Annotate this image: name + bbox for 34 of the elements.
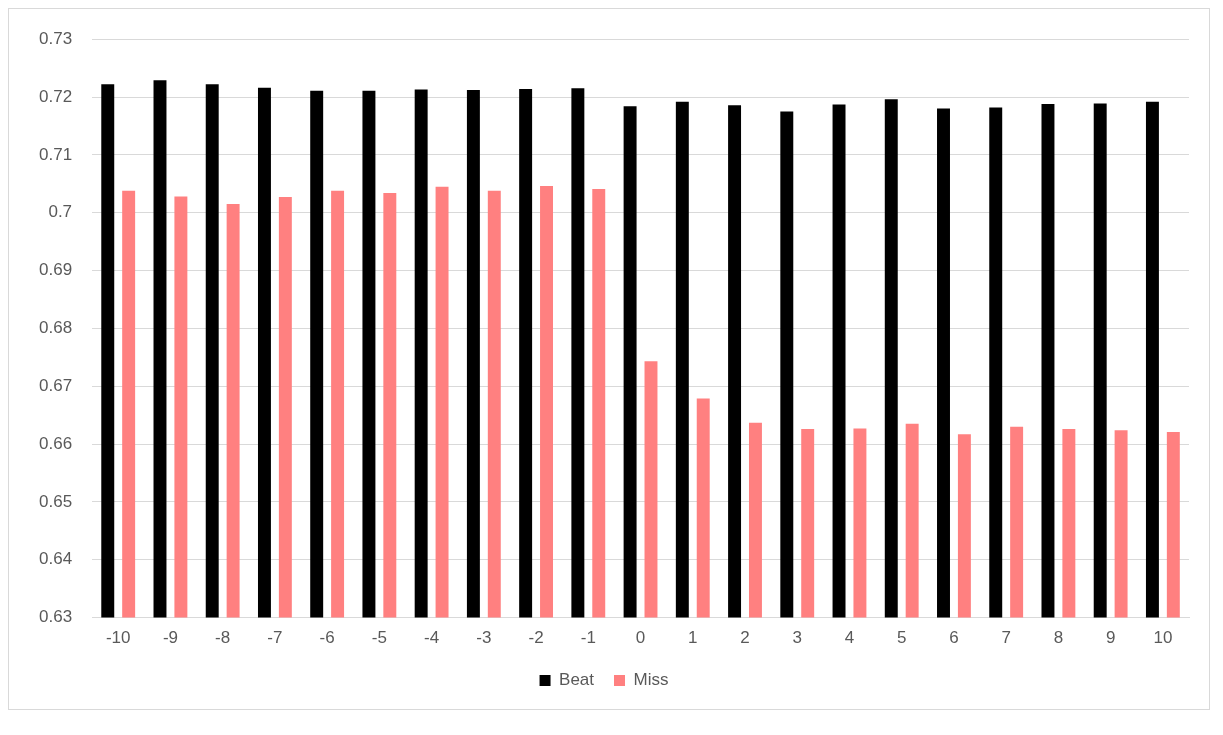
x-tick-label: -1	[580, 628, 596, 648]
x-tick-label: -8	[215, 628, 231, 648]
y-tick-label: 0.7	[48, 202, 73, 222]
x-tick-label: -4	[424, 628, 440, 648]
y-tick-label: 0.64	[38, 549, 73, 569]
x-tick-label: 0	[635, 628, 646, 648]
x-tick-label: 3	[792, 628, 802, 648]
y-tick-label: 0.68	[38, 318, 73, 338]
x-tick-label: 8	[1053, 628, 1064, 648]
x-tick-label: -7	[267, 628, 283, 648]
x-tick-label: -2	[528, 628, 544, 648]
legend-label: Beat	[559, 670, 595, 690]
x-tick-label: 5	[896, 628, 907, 648]
x-tick-label: -10	[105, 628, 131, 648]
x-tick-label: -6	[319, 628, 335, 648]
x-tick-label: 2	[740, 628, 750, 648]
y-tick-label: 0.66	[38, 433, 73, 453]
x-tick-label: -5	[371, 628, 387, 648]
y-tick-label: 0.69	[38, 260, 73, 280]
y-tick-label: 0.73	[38, 28, 73, 48]
x-tick-label: -3	[476, 628, 492, 648]
x-tick-label: 7	[1001, 628, 1011, 648]
y-tick-label: 0.71	[38, 144, 73, 164]
y-tick-label: 0.65	[38, 491, 73, 511]
y-tick-label: 0.67	[38, 375, 73, 395]
y-tick-label: 0.63	[38, 607, 73, 627]
x-tick-label: -9	[162, 628, 178, 648]
x-tick-label: 9	[1105, 628, 1116, 648]
x-tick-label: 1	[688, 628, 698, 648]
x-tick-label: 6	[949, 628, 959, 648]
x-tick-label: 10	[1153, 628, 1173, 648]
x-tick-label: 4	[844, 628, 855, 648]
legend-label: Miss	[633, 670, 669, 690]
y-tick-label: 0.72	[38, 86, 73, 106]
